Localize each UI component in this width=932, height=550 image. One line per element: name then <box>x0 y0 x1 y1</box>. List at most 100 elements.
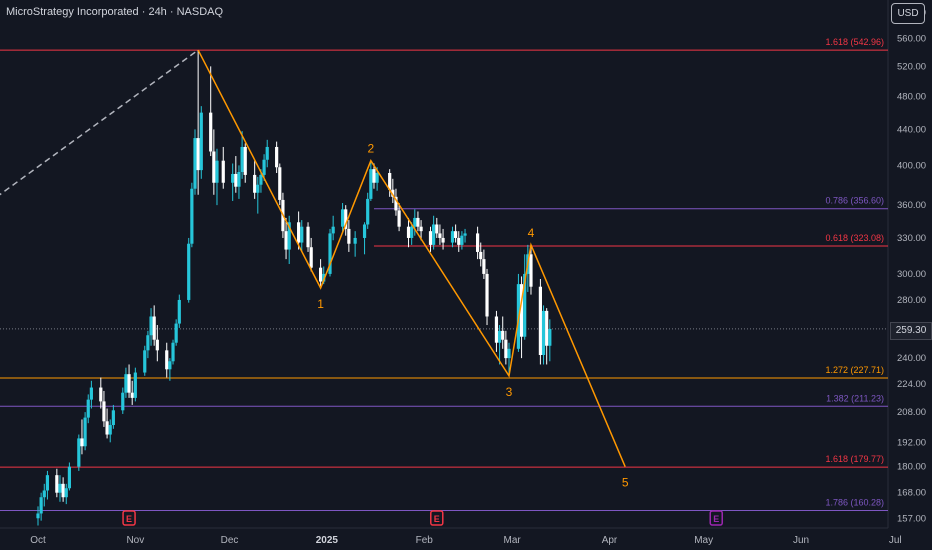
candle-body <box>457 237 461 245</box>
price-tick-label: 168.00 <box>897 488 926 499</box>
candle <box>538 278 542 365</box>
price-tick-label: 280.00 <box>897 295 926 306</box>
candle <box>548 319 552 362</box>
candle <box>193 129 197 195</box>
candle-body <box>190 188 194 244</box>
candle-body <box>419 226 423 232</box>
candle-body <box>111 410 115 426</box>
fib-level-label: 0.618 (323.08) <box>825 233 884 243</box>
time-tick-label: Apr <box>602 535 618 546</box>
candle <box>457 231 461 252</box>
candle-body <box>149 316 153 336</box>
candle-body <box>463 233 467 236</box>
time-tick-label: Oct <box>30 535 46 546</box>
candle-body <box>61 483 65 498</box>
time-tick-label: May <box>694 535 713 546</box>
candle <box>541 305 546 365</box>
wave-label-3: 3 <box>506 385 513 399</box>
candles <box>36 50 552 526</box>
price-tick-label: 240.00 <box>897 353 926 364</box>
candle-body <box>353 237 357 244</box>
candle <box>309 237 313 272</box>
candle <box>121 387 125 414</box>
price-tick-label: 440.00 <box>897 124 926 135</box>
candle-body <box>476 233 480 252</box>
candle-body <box>309 247 313 268</box>
candle-body <box>372 169 376 183</box>
currency-button[interactable]: USD <box>891 3 925 24</box>
candle-body <box>193 138 197 189</box>
time-tick-label: Nov <box>126 535 144 546</box>
candle <box>36 506 40 526</box>
candle <box>507 342 511 376</box>
candle-body <box>83 417 87 447</box>
event-icon-letter: E <box>713 514 719 524</box>
price-tick-label: 560.00 <box>897 33 926 44</box>
candle-body <box>432 224 436 245</box>
candle <box>171 339 175 365</box>
earnings-icon[interactable]: E <box>430 510 444 526</box>
candle <box>406 217 411 248</box>
candle-body <box>416 217 420 227</box>
time-axis[interactable]: Oct Nov Dec 2025 Feb Mar Apr May Jun Jul <box>30 535 901 546</box>
candle <box>501 316 505 349</box>
candle <box>428 226 433 252</box>
earnings-icon[interactable]: E <box>122 510 136 526</box>
candle <box>353 231 357 257</box>
candle-body <box>215 160 219 183</box>
candle <box>146 330 150 359</box>
candle-body <box>262 159 266 175</box>
candle-body <box>450 231 455 243</box>
candle-body <box>127 374 131 393</box>
candle-body <box>275 146 279 168</box>
wave-label-1: 1 <box>317 297 324 311</box>
candle <box>388 169 392 197</box>
price-tick-label: 180.00 <box>897 462 926 473</box>
candle <box>485 268 489 326</box>
candle <box>58 475 62 502</box>
candle-body <box>231 173 235 183</box>
candle <box>347 220 351 252</box>
candle-body <box>102 401 106 422</box>
candle <box>143 345 147 376</box>
candle-body <box>300 226 304 243</box>
candle <box>39 492 43 521</box>
candle <box>432 215 436 250</box>
candle-body <box>319 267 323 282</box>
candle <box>419 220 423 241</box>
candle <box>413 209 417 236</box>
candle <box>441 228 445 250</box>
candle <box>256 176 260 214</box>
candle-body <box>265 146 269 160</box>
price-axis[interactable]: 600.00560.00520.00480.00440.00400.00360.… <box>897 7 926 524</box>
candle <box>300 220 304 252</box>
candle-body <box>545 310 549 346</box>
wave-label-2: 2 <box>367 142 374 156</box>
candle <box>410 222 414 245</box>
candle <box>155 325 159 362</box>
candle <box>340 203 345 234</box>
candle-body <box>297 222 301 243</box>
candle-body <box>504 339 508 359</box>
candle <box>127 364 131 398</box>
candle <box>435 217 439 238</box>
candle <box>174 319 178 346</box>
candle <box>215 148 219 206</box>
candle-body <box>39 497 43 514</box>
price-tick-label: 157.00 <box>897 513 926 524</box>
candle-body <box>259 174 263 185</box>
candle <box>152 305 156 346</box>
candle-body <box>196 138 200 171</box>
candle <box>111 404 115 429</box>
candle <box>196 50 200 195</box>
time-tick-label: Mar <box>504 535 522 546</box>
candle <box>83 412 87 451</box>
price-tick-label: 480.00 <box>897 92 926 103</box>
event-icon[interactable]: E <box>709 510 723 526</box>
candle <box>89 380 93 409</box>
fib-level-label: 0.786 (356.60) <box>825 196 884 206</box>
candle <box>460 231 464 250</box>
candle-body <box>240 146 244 173</box>
